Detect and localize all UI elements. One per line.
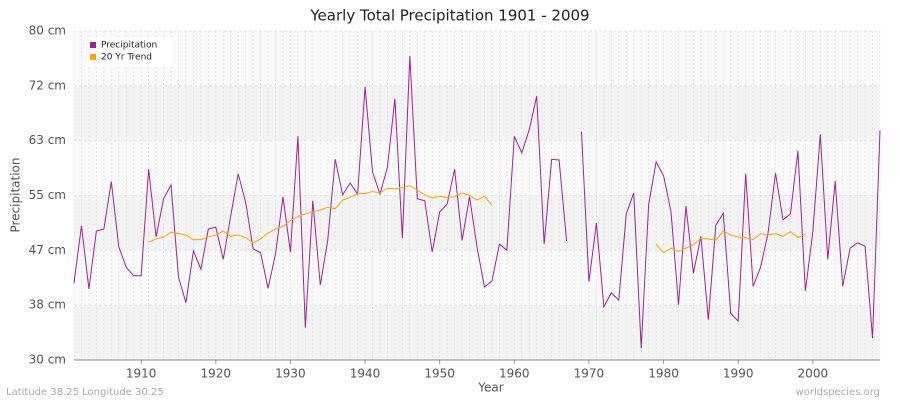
x-tick-label: 1940 [350,367,381,381]
footer-right: worldspecies.org [796,387,880,398]
y-tick-label: 72 cm [29,78,66,92]
footer-left: Latitude 38.25 Longitude 30.25 [6,387,164,398]
legend-swatch [90,42,96,48]
x-tick-label: 1910 [126,367,157,381]
y-axis-label: Precipitation [9,157,23,232]
legend-box [84,37,172,67]
y-tick-label: 80 cm [29,24,66,38]
x-tick-label: 1980 [648,367,679,381]
legend-label: Precipitation [101,41,157,51]
data-line [148,185,806,254]
x-tick-label: 1990 [723,367,754,381]
x-tick-label: 1970 [574,367,605,381]
legend-swatch [90,54,96,60]
y-tick-label: 55 cm [29,188,66,202]
x-axis-label: Year [477,381,503,395]
data-line [73,55,881,349]
chart-title: Yearly Total Precipitation 1901 - 2009 [309,7,589,25]
x-tick-label: 1960 [499,367,530,381]
y-tick-label: 63 cm [29,133,66,147]
y-tick-label: 30 cm [29,353,66,367]
x-tick-label: 1930 [275,367,306,381]
x-tick-label: 1920 [201,367,232,381]
y-tick-label: 47 cm [29,243,66,257]
x-tick-label: 2000 [798,367,829,381]
legend-label: 20 Yr Trend [101,53,152,63]
x-tick-label: 1950 [424,367,455,381]
y-tick-label: 38 cm [29,298,66,312]
